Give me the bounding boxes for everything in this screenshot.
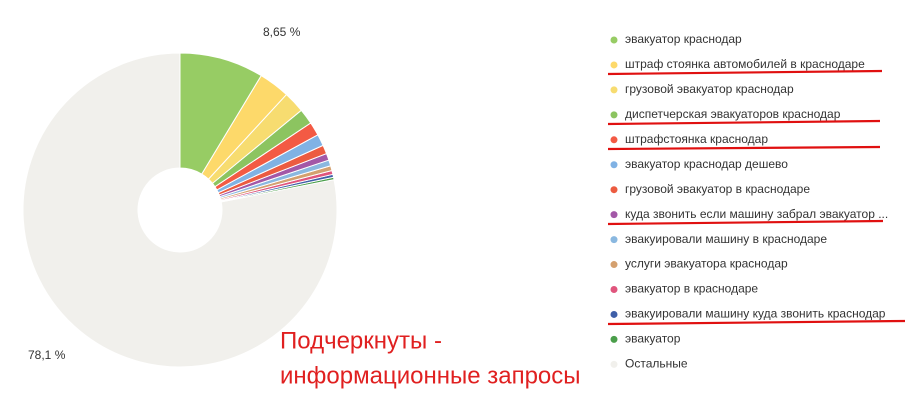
underline — [607, 119, 881, 126]
legend-marker — [610, 61, 618, 69]
underline — [607, 69, 883, 76]
legend-label: эвакуатор в краснодаре — [625, 282, 758, 296]
underline — [607, 145, 881, 151]
legend-label: услуги эвакуатора краснодар — [625, 257, 788, 271]
legend-marker — [610, 286, 618, 293]
legend-marker — [610, 161, 618, 169]
pie-slice — [179, 52, 262, 175]
legend-label: штраф стоянка автомобилей в краснодаре — [625, 57, 865, 71]
underlines — [607, 69, 906, 326]
legend-marker — [610, 211, 618, 219]
underline — [607, 319, 906, 326]
legend-label: Остальные — [625, 357, 688, 371]
legend-marker — [610, 360, 618, 368]
legend-marker — [610, 310, 618, 318]
pie-slice — [201, 74, 288, 180]
legend-label: грузовой эвакуатор в краснодаре — [625, 182, 810, 196]
slice-label: 78,1 % — [28, 348, 66, 362]
legend-marker — [610, 86, 618, 94]
slice-label: 8,65 % — [263, 25, 301, 39]
legend-label: эвакуировали машину куда звонить краснод… — [625, 307, 886, 321]
underline — [607, 219, 884, 226]
legend-label: эвакуатор — [625, 332, 681, 346]
legend-label: эвакуатор краснодар — [625, 32, 742, 46]
legend-label: штрафстоянка краснодар — [625, 132, 768, 146]
legend-label: эвакуатор краснодар дешево — [625, 157, 788, 171]
annotation: информационные запросы — [280, 362, 581, 389]
annotation: Подчеркнуты - — [280, 327, 442, 354]
legend-label: грузовой эвакуатор краснодар — [625, 82, 794, 96]
legend-label: куда звонить если машину забрал эвакуато… — [625, 207, 888, 221]
legend-marker — [610, 236, 618, 244]
legend-marker — [610, 36, 618, 44]
legend-label: диспетчерская эвакуаторов краснодар — [625, 107, 841, 121]
legend-marker — [610, 186, 618, 194]
legend-marker — [610, 335, 618, 343]
legend-marker — [610, 261, 618, 269]
pie-slice — [22, 52, 338, 368]
legend-marker — [610, 111, 618, 119]
legend-label: эвакуировали машину в краснодаре — [625, 232, 827, 246]
legend-marker — [610, 136, 618, 144]
